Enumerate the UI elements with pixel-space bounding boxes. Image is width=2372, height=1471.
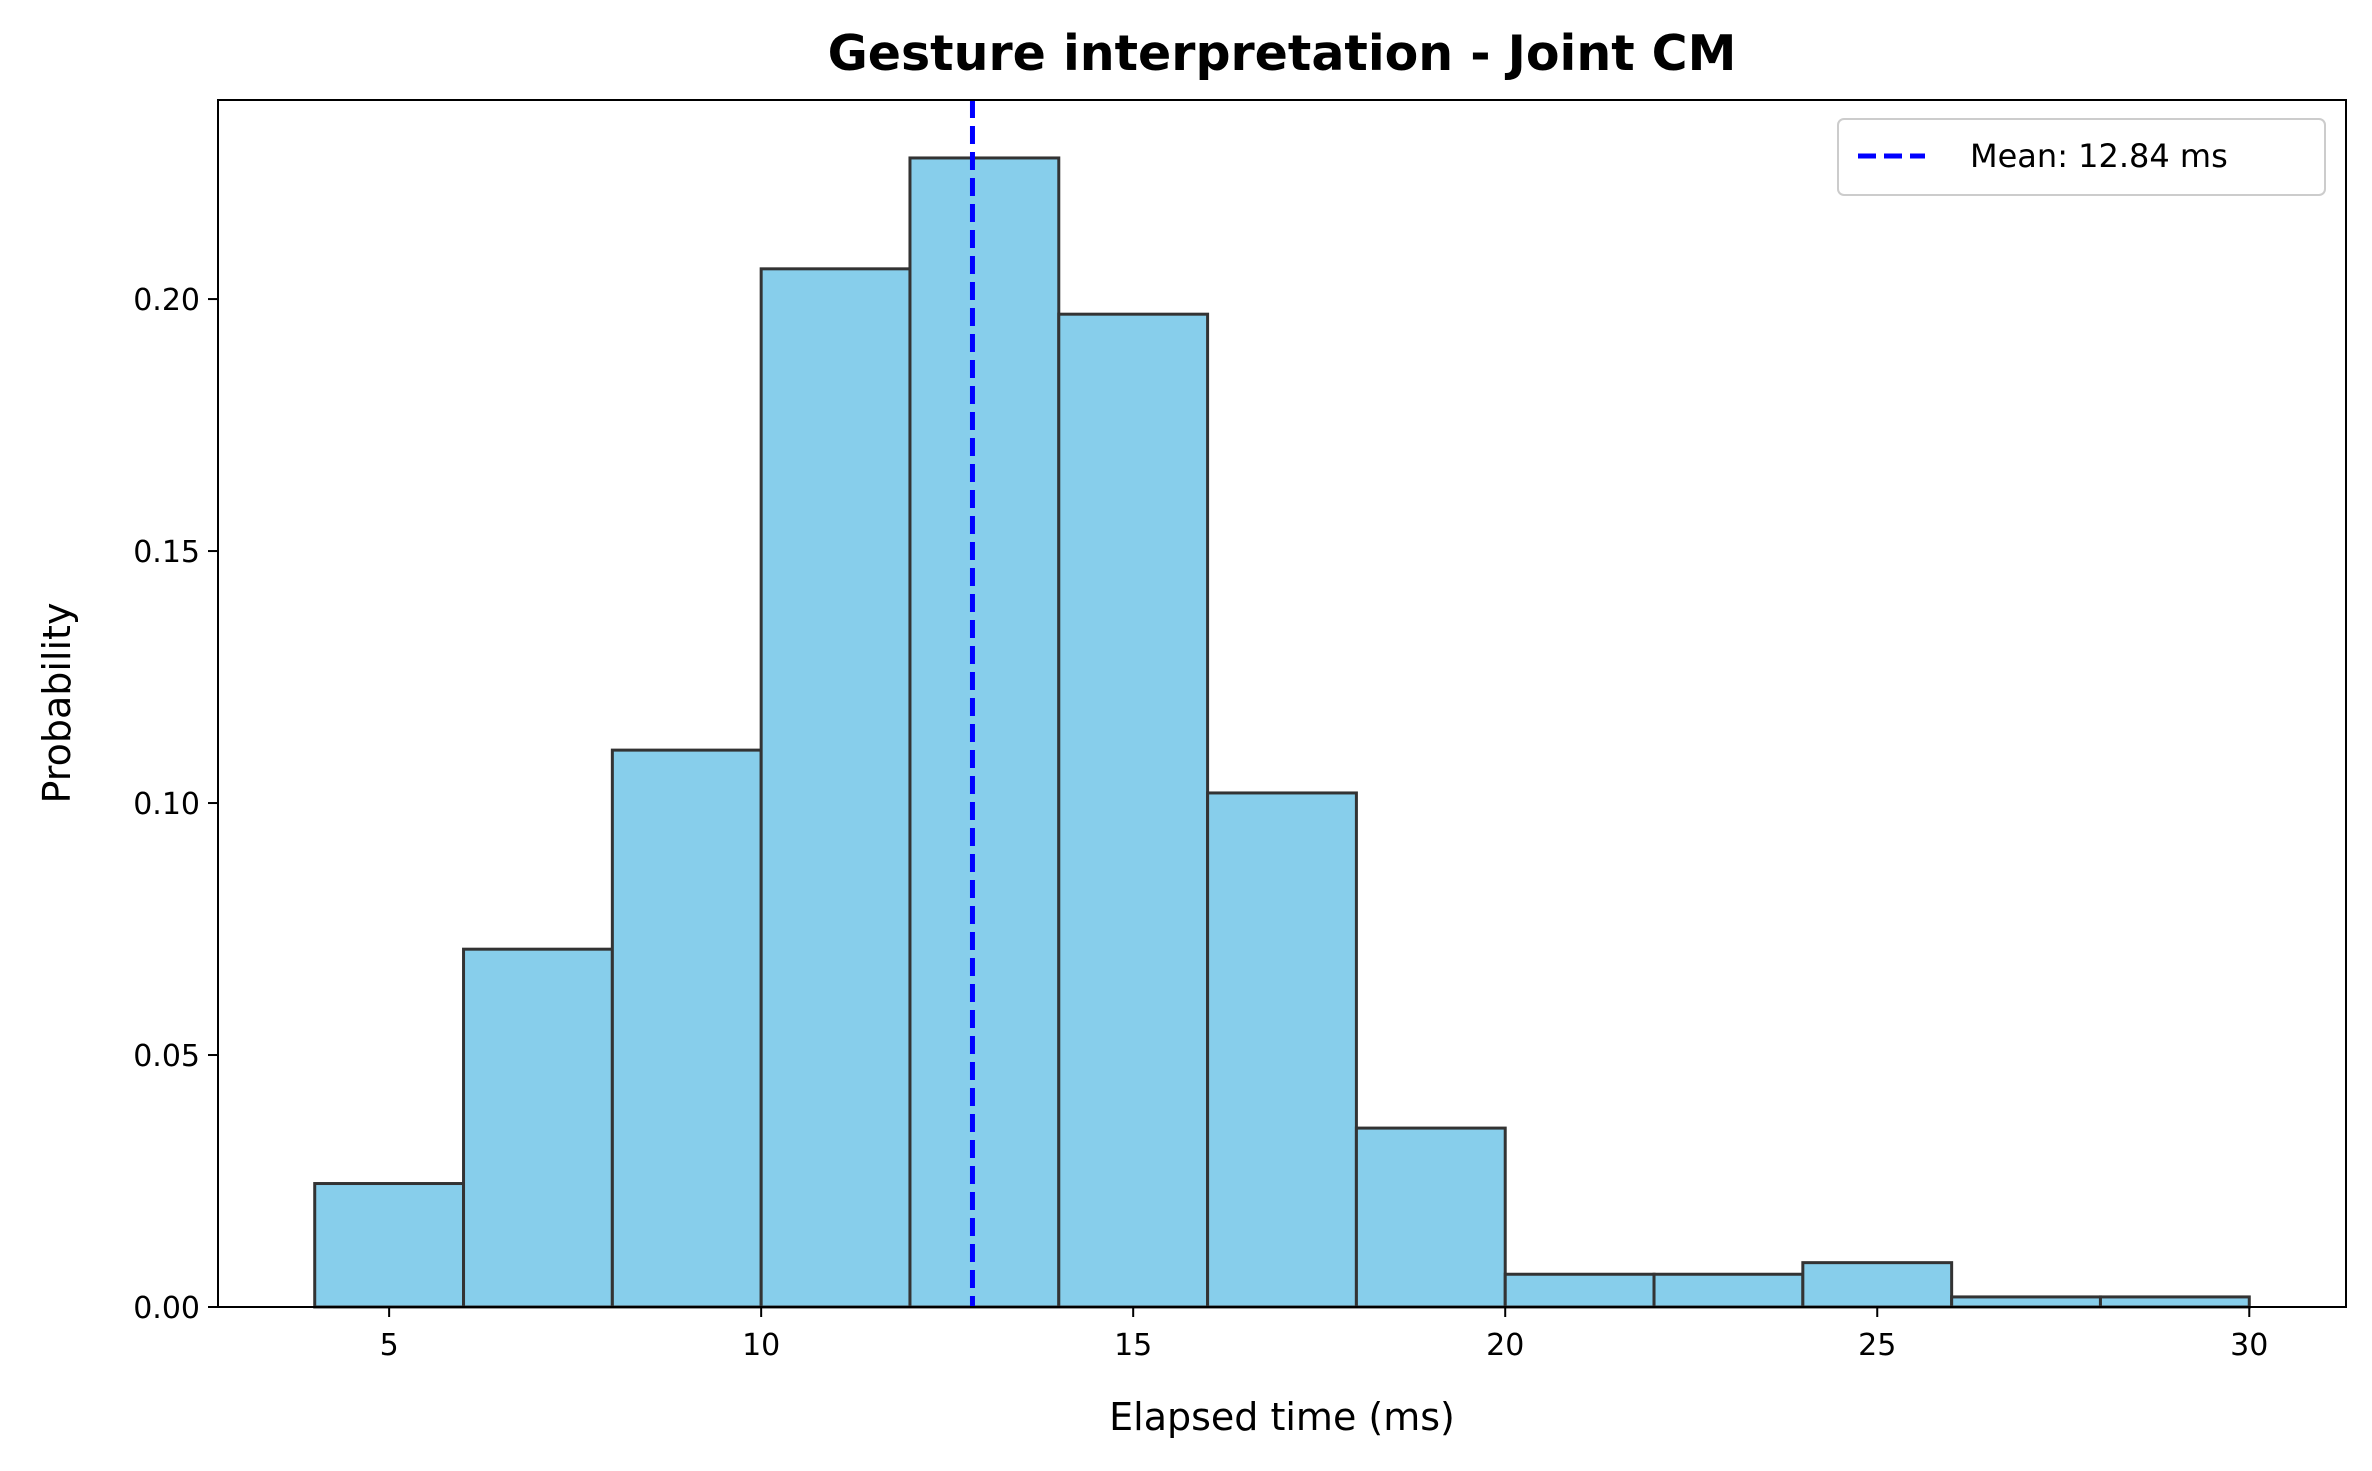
histogram-bar (1503, 1272, 1656, 1309)
bars-group (313, 156, 2251, 1309)
histogram-bar (1206, 791, 1358, 1309)
y-tick-label: 0.05 (133, 1039, 200, 1074)
x-axis-label: Elapsed time (ms) (1109, 1395, 1455, 1439)
y-tick-label: 0.10 (133, 787, 200, 822)
x-tick-label: 25 (1858, 1328, 1896, 1363)
chart-title: Gesture interpretation - Joint CM (828, 25, 1737, 82)
histogram-bar (610, 748, 763, 1309)
x-tick-label: 10 (742, 1328, 780, 1363)
histogram-bar (462, 947, 614, 1309)
histogram-bar (1057, 312, 1210, 1309)
y-axis-label: Probability (35, 603, 79, 804)
legend-box (1837, 118, 2326, 196)
plot-frame (217, 99, 2347, 1308)
legend-mean-label: Mean: 12.84 ms (1970, 137, 2228, 175)
y-tick-label: 0.00 (133, 1291, 200, 1326)
x-tick-label: 5 (380, 1328, 399, 1363)
legend: Mean: 12.84 ms (1837, 118, 2326, 196)
x-tick-label: 20 (1486, 1328, 1524, 1363)
histogram-bar (908, 156, 1061, 1309)
x-axis-ticks: 5 10 15 20 25 30 (380, 1307, 2268, 1363)
x-tick-label: 15 (1114, 1328, 1152, 1363)
histogram-bar (313, 1182, 466, 1309)
x-tick-label: 30 (2230, 1328, 2268, 1363)
histogram-bar (759, 267, 912, 1309)
histogram-bar (1801, 1261, 1954, 1309)
histogram-bar (2098, 1295, 2251, 1309)
y-axis-ticks: 0.00 0.05 0.10 0.15 0.20 (133, 283, 218, 1326)
histogram-bar (1354, 1126, 1507, 1309)
y-tick-label: 0.15 (133, 535, 200, 570)
histogram-bar (1950, 1295, 2102, 1309)
histogram-bar (1652, 1272, 1805, 1309)
y-tick-label: 0.20 (133, 283, 200, 318)
